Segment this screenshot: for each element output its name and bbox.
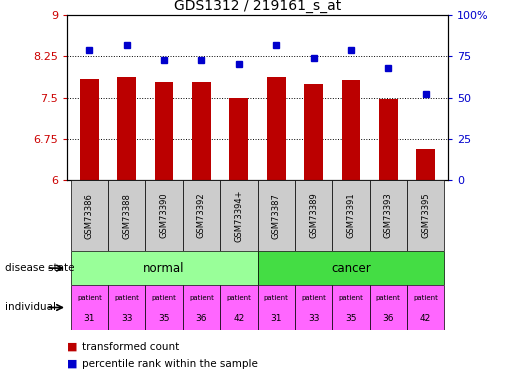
Bar [71,251,258,285]
Bar [145,285,183,330]
Text: 33: 33 [308,314,319,323]
Bar [154,82,174,180]
Bar [192,81,211,180]
Text: 42: 42 [420,314,431,323]
Text: 36: 36 [196,314,207,323]
Text: transformed count: transformed count [82,342,180,352]
Text: patient: patient [413,295,438,301]
Text: patient: patient [264,295,288,301]
Bar [332,180,370,251]
Text: 36: 36 [383,314,394,323]
Bar [379,99,398,180]
Text: GSM73386: GSM73386 [85,193,94,238]
Bar [258,285,295,330]
Bar [183,285,220,330]
Text: 31: 31 [270,314,282,323]
Text: GSM73387: GSM73387 [272,193,281,238]
Text: patient: patient [114,295,139,301]
Bar [220,180,258,251]
Text: individual: individual [5,303,56,312]
Bar [117,77,136,180]
Bar [304,84,323,180]
Text: patient: patient [376,295,401,301]
Text: patient: patient [151,295,177,301]
Bar [332,285,370,330]
Bar [416,148,435,180]
Bar [183,180,220,251]
Bar [370,180,407,251]
Text: GSM73391: GSM73391 [347,193,355,238]
Text: GSM73393: GSM73393 [384,193,393,238]
Text: GSM73394+: GSM73394+ [234,189,243,242]
Text: ■: ■ [67,342,77,352]
Text: ■: ■ [67,359,77,369]
Bar [220,285,258,330]
Bar [267,77,285,180]
Bar [295,180,332,251]
Bar [295,285,332,330]
Bar [407,285,444,330]
Text: 35: 35 [158,314,170,323]
Text: percentile rank within the sample: percentile rank within the sample [82,359,259,369]
Bar [407,180,444,251]
Text: GSM73390: GSM73390 [160,193,168,238]
Bar [108,180,145,251]
Text: GSM73392: GSM73392 [197,193,206,238]
Bar [71,180,108,251]
Text: GSM73395: GSM73395 [421,193,430,238]
Bar [71,285,108,330]
Text: GSM73389: GSM73389 [309,193,318,238]
Title: GDS1312 / 219161_s_at: GDS1312 / 219161_s_at [174,0,341,13]
Bar [341,81,360,180]
Bar [230,98,248,180]
Bar [258,180,295,251]
Bar [258,251,444,285]
Text: patient: patient [301,295,326,301]
Text: cancer: cancer [331,262,371,274]
Text: patient: patient [338,295,364,301]
Text: disease state: disease state [5,263,75,273]
Bar [145,180,183,251]
Text: 33: 33 [121,314,132,323]
Text: normal: normal [143,262,185,274]
Bar [108,285,145,330]
Text: patient: patient [227,295,251,301]
Bar [80,79,99,180]
Text: 31: 31 [83,314,95,323]
Text: GSM73388: GSM73388 [122,193,131,238]
Text: patient: patient [77,295,102,301]
Bar [370,285,407,330]
Text: 35: 35 [345,314,357,323]
Text: 42: 42 [233,314,245,323]
Text: patient: patient [189,295,214,301]
